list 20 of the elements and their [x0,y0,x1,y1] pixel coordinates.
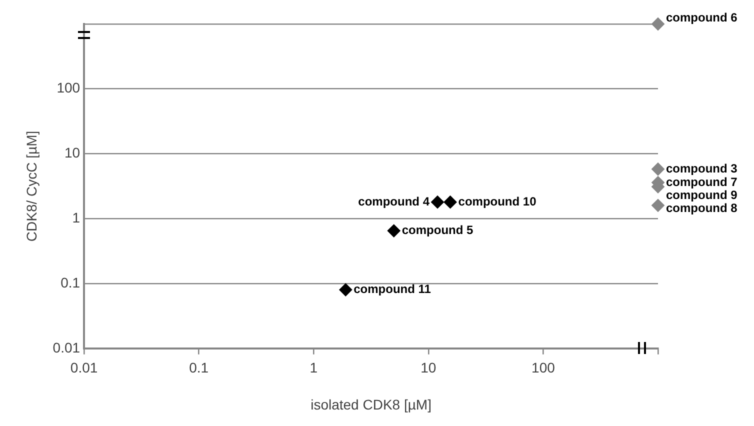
y-axis-title: CDK8/ CycC [µM] [23,130,40,242]
annotation: compound 6 [666,10,738,24]
y-tick-label: 0.1 [60,274,80,290]
annotation: compound 11 [354,282,432,296]
y-tick-label: 100 [56,80,80,96]
y-tick-label: 10 [64,144,80,161]
annotation: compound 9 [666,188,738,202]
x-axis-title: isolated CDK8 [µM] [310,396,432,412]
x-tick-label: 0.1 [189,360,209,376]
annotation: compound 3 [666,161,738,176]
x-tick-label: 100 [532,360,556,376]
y-tick-label: 0.01 [52,339,80,356]
x-tick-label: 1 [310,360,318,376]
annotation: compound 4 [358,194,430,208]
annotation: compound 8 [666,200,738,215]
annotation: compound 7 [666,174,738,189]
y-tick-label: 1 [72,210,80,226]
x-tick-label: 10 [420,360,436,376]
annotation: compound 5 [402,223,474,238]
annotation: compound 10 [458,194,537,208]
